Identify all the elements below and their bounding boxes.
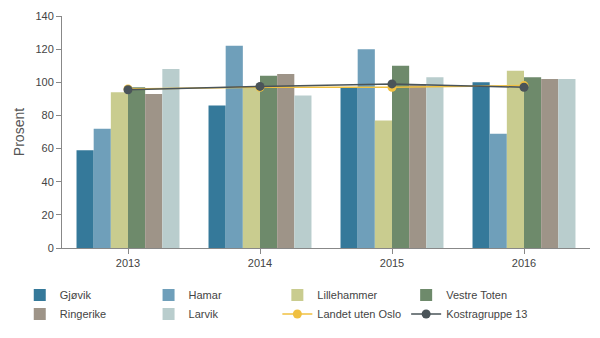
svg-text:Landet uten Oslo: Landet uten Oslo xyxy=(317,308,401,320)
svg-text:Prosent: Prosent xyxy=(11,108,27,156)
svg-text:Gjøvik: Gjøvik xyxy=(60,289,92,301)
svg-text:80: 80 xyxy=(42,109,54,121)
svg-text:Larvik: Larvik xyxy=(189,308,219,320)
svg-text:40: 40 xyxy=(42,176,54,188)
svg-text:2015: 2015 xyxy=(380,257,404,269)
svg-text:100: 100 xyxy=(35,76,53,88)
svg-text:Vestre Toten: Vestre Toten xyxy=(446,289,507,301)
svg-text:2013: 2013 xyxy=(116,257,140,269)
svg-text:Lillehammer: Lillehammer xyxy=(317,289,377,301)
svg-text:60: 60 xyxy=(42,142,54,154)
svg-text:2016: 2016 xyxy=(512,257,536,269)
svg-text:Hamar: Hamar xyxy=(189,289,222,301)
svg-text:Ringerike: Ringerike xyxy=(60,308,106,320)
svg-text:2014: 2014 xyxy=(248,257,272,269)
svg-text:Kostragruppe 13: Kostragruppe 13 xyxy=(446,308,527,320)
svg-text:0: 0 xyxy=(48,242,54,254)
svg-text:20: 20 xyxy=(42,209,54,221)
svg-text:120: 120 xyxy=(35,43,53,55)
svg-text:140: 140 xyxy=(35,10,53,22)
